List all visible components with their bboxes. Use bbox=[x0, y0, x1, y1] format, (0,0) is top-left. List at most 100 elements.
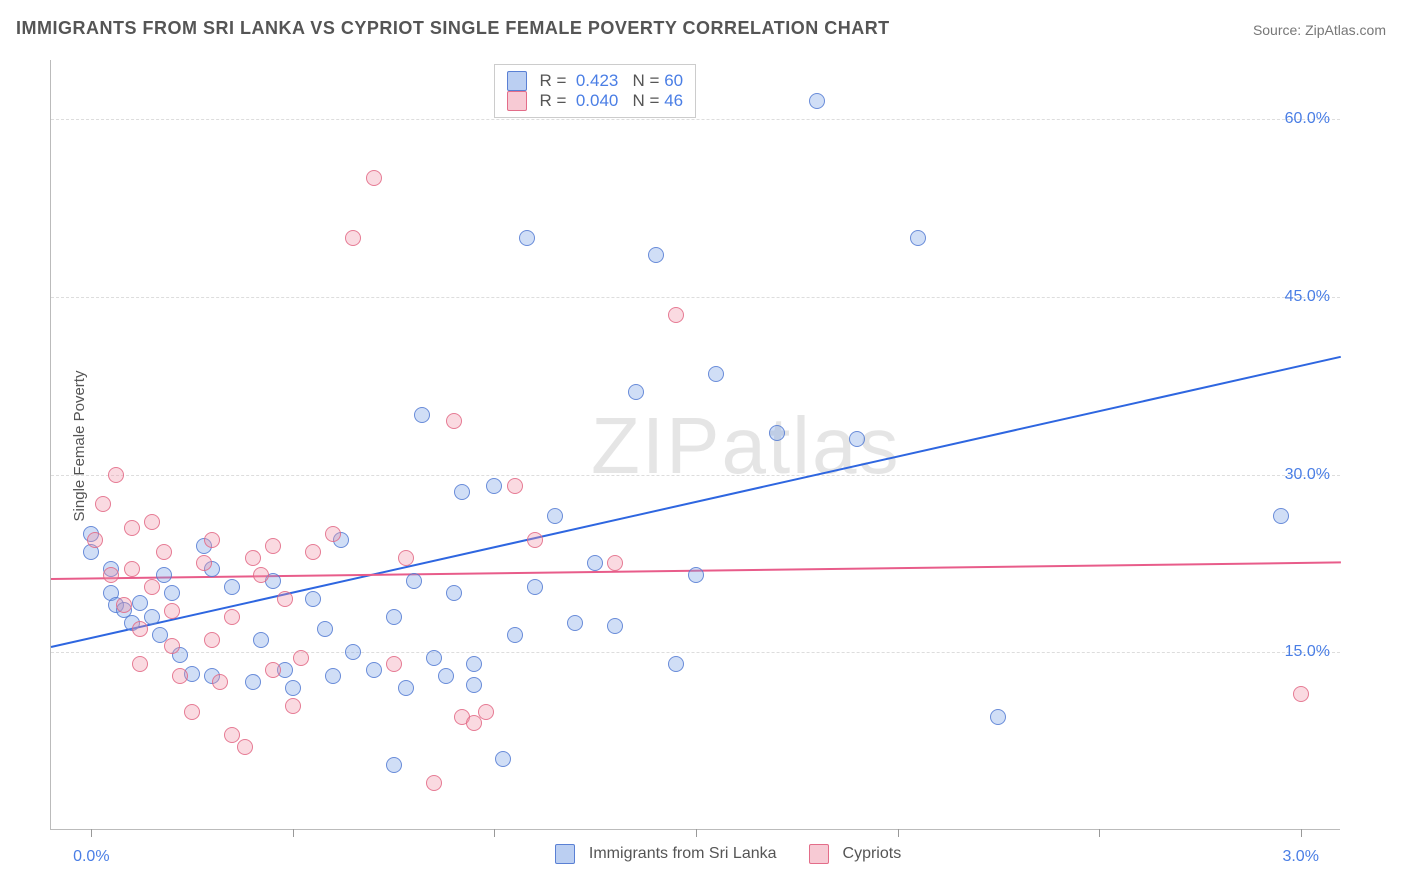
gridline-h bbox=[51, 475, 1340, 476]
data-point bbox=[708, 366, 724, 382]
gridline-h bbox=[51, 119, 1340, 120]
data-point bbox=[446, 413, 462, 429]
data-point bbox=[668, 656, 684, 672]
x-tick bbox=[293, 829, 294, 837]
data-point bbox=[253, 632, 269, 648]
chart-title: IMMIGRANTS FROM SRI LANKA VS CYPRIOT SIN… bbox=[16, 18, 890, 39]
data-point bbox=[466, 677, 482, 693]
data-point bbox=[648, 247, 664, 263]
data-point bbox=[87, 532, 103, 548]
data-point bbox=[398, 680, 414, 696]
stats-text: R = 0.040 N = 46 bbox=[539, 91, 683, 111]
data-point bbox=[245, 550, 261, 566]
x-tick bbox=[91, 829, 92, 837]
data-point bbox=[132, 656, 148, 672]
data-point bbox=[398, 550, 414, 566]
data-point bbox=[414, 407, 430, 423]
data-point bbox=[305, 591, 321, 607]
data-point bbox=[124, 561, 140, 577]
data-point bbox=[237, 739, 253, 755]
data-point bbox=[144, 514, 160, 530]
x-tick bbox=[1301, 829, 1302, 837]
data-point bbox=[317, 621, 333, 637]
data-point bbox=[454, 484, 470, 500]
data-point bbox=[628, 384, 644, 400]
data-point bbox=[116, 597, 132, 613]
data-point bbox=[144, 609, 160, 625]
data-point bbox=[325, 526, 341, 542]
data-point bbox=[103, 567, 119, 583]
data-point bbox=[245, 674, 261, 690]
data-point bbox=[253, 567, 269, 583]
data-point bbox=[224, 609, 240, 625]
y-tick-label: 45.0% bbox=[1285, 288, 1330, 306]
data-point bbox=[285, 698, 301, 714]
data-point bbox=[426, 775, 442, 791]
x-tick bbox=[898, 829, 899, 837]
data-point bbox=[265, 662, 281, 678]
stats-text: R = 0.423 N = 60 bbox=[539, 71, 683, 91]
chart-container: { "title": "IMMIGRANTS FROM SRI LANKA VS… bbox=[0, 0, 1406, 892]
data-point bbox=[567, 615, 583, 631]
legend-swatch bbox=[507, 91, 527, 111]
x-tick bbox=[1099, 829, 1100, 837]
plot-area: ZIPatlas 15.0%30.0%45.0%60.0%0.0%3.0%R =… bbox=[50, 60, 1340, 830]
y-tick-label: 15.0% bbox=[1285, 643, 1330, 661]
data-point bbox=[386, 757, 402, 773]
gridline-h bbox=[51, 297, 1340, 298]
data-point bbox=[668, 307, 684, 323]
data-point bbox=[366, 170, 382, 186]
x-tick bbox=[696, 829, 697, 837]
data-point bbox=[95, 496, 111, 512]
data-point bbox=[688, 567, 704, 583]
data-point bbox=[547, 508, 563, 524]
data-point bbox=[438, 668, 454, 684]
data-point bbox=[426, 650, 442, 666]
data-point bbox=[132, 595, 148, 611]
data-point bbox=[478, 704, 494, 720]
legend-swatch bbox=[809, 844, 829, 864]
data-point bbox=[132, 621, 148, 637]
data-point bbox=[386, 609, 402, 625]
data-point bbox=[769, 425, 785, 441]
data-point bbox=[527, 579, 543, 595]
source-prefix: Source: bbox=[1253, 22, 1305, 38]
data-point bbox=[507, 627, 523, 643]
data-point bbox=[486, 478, 502, 494]
stats-legend-row: R = 0.423 N = 60 bbox=[507, 71, 683, 91]
data-point bbox=[212, 674, 228, 690]
data-point bbox=[446, 585, 462, 601]
data-point bbox=[325, 668, 341, 684]
legend-swatch bbox=[507, 71, 527, 91]
data-point bbox=[990, 709, 1006, 725]
data-point bbox=[495, 751, 511, 767]
data-point bbox=[849, 431, 865, 447]
data-point bbox=[507, 478, 523, 494]
legend-swatch bbox=[555, 844, 575, 864]
legend-label: Cypriots bbox=[843, 845, 902, 863]
data-point bbox=[305, 544, 321, 560]
x-tick-label: 3.0% bbox=[1282, 848, 1318, 866]
data-point bbox=[172, 668, 188, 684]
data-point bbox=[196, 555, 212, 571]
data-point bbox=[204, 532, 220, 548]
data-point bbox=[809, 93, 825, 109]
x-tick bbox=[494, 829, 495, 837]
data-point bbox=[164, 603, 180, 619]
data-point bbox=[386, 656, 402, 672]
data-point bbox=[607, 555, 623, 571]
data-point bbox=[293, 650, 309, 666]
source-name[interactable]: ZipAtlas.com bbox=[1305, 22, 1386, 38]
trend-line bbox=[51, 356, 1341, 648]
data-point bbox=[910, 230, 926, 246]
data-point bbox=[164, 638, 180, 654]
data-point bbox=[265, 538, 281, 554]
x-tick-label: 0.0% bbox=[73, 848, 109, 866]
data-point bbox=[164, 585, 180, 601]
data-point bbox=[345, 230, 361, 246]
data-point bbox=[607, 618, 623, 634]
data-point bbox=[345, 644, 361, 660]
stats-legend: R = 0.423 N = 60R = 0.040 N = 46 bbox=[494, 64, 696, 118]
data-point bbox=[124, 520, 140, 536]
data-point bbox=[1273, 508, 1289, 524]
